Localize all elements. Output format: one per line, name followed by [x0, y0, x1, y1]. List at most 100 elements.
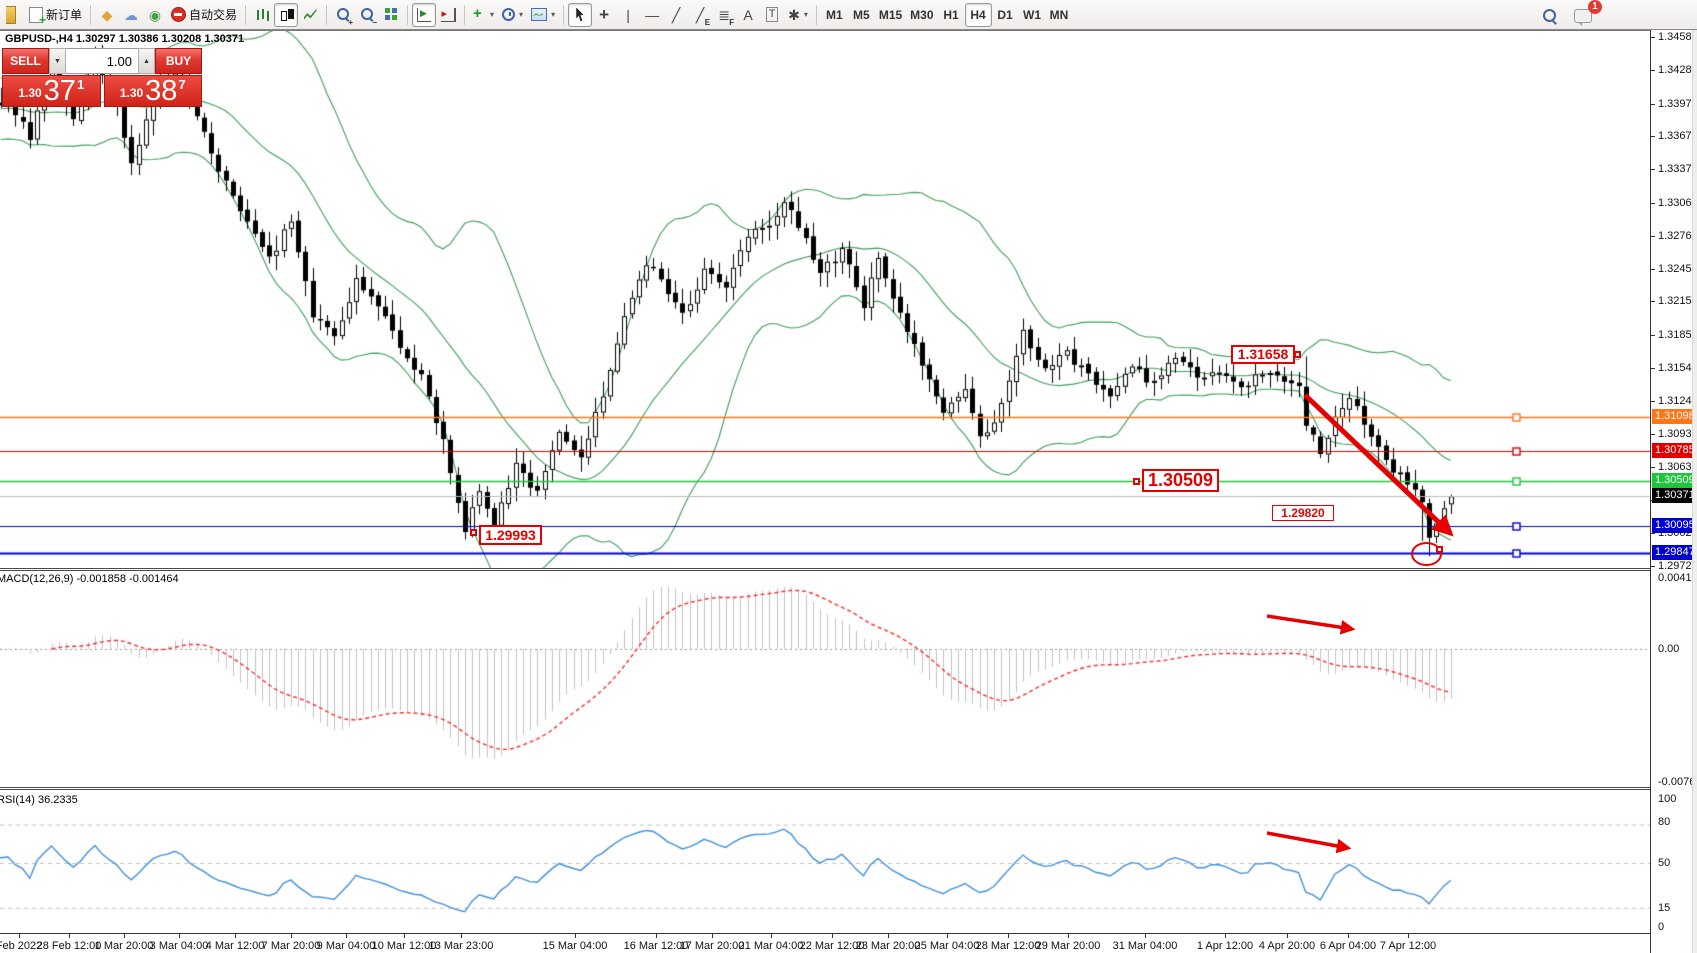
toolbar-right-cluster: 1 — [1538, 0, 1602, 28]
timeframe-h1[interactable]: H1 — [938, 3, 965, 27]
buy-price-prefix: 1.30 — [119, 86, 144, 100]
new-order-button[interactable]: 新订单 — [25, 3, 86, 27]
price-tick-mark — [1651, 400, 1655, 402]
time-axis-tick — [947, 934, 948, 938]
price-tick-label: 1.31240 — [1658, 394, 1697, 407]
price-badge: 1.30371 — [1652, 487, 1695, 503]
timeframe-mn[interactable]: MN — [1046, 3, 1073, 27]
auto-scroll-button[interactable] — [412, 2, 437, 27]
price-annotation-label-low2[interactable]: 1.29820 — [1272, 505, 1334, 521]
zoom-out-button[interactable]: − — [355, 3, 379, 27]
buy-price-panel[interactable]: 1.30 38 7 — [103, 75, 202, 107]
annotation-anchor-handle[interactable] — [470, 529, 477, 536]
breakout-circle-annotation[interactable] — [1411, 542, 1442, 566]
text-label-button[interactable]: T — [760, 3, 784, 27]
sell-button[interactable]: SELL — [2, 48, 49, 74]
chevron-down-icon: ▾ — [803, 10, 808, 19]
search-icon — [1543, 8, 1557, 24]
data-window-button[interactable]: ☁ — [119, 3, 143, 27]
price-axis[interactable]: 1.34585 1.34280 1.33975 1.33675 1.33370 1.330… — [1650, 30, 1697, 953]
clipped-left-icon[interactable] — [1, 3, 25, 27]
price-annotation-label-support[interactable]: 1.30509 — [1142, 469, 1219, 492]
arrows-button[interactable]: ✱ ▾ — [784, 3, 812, 27]
timeframe-m15[interactable]: M15 — [875, 3, 906, 27]
candlestick-chart-button[interactable] — [274, 2, 299, 27]
fibonacci-button[interactable]: ≣ F — [712, 3, 736, 27]
timeframe-h4[interactable]: H4 — [964, 2, 992, 27]
sep-1 — [90, 4, 92, 25]
time-axis-label: 7 Mar 20:00 — [261, 940, 321, 952]
time-axis-tick — [461, 934, 462, 938]
navigator-button[interactable]: ◉ — [143, 3, 167, 27]
chart-shift-button[interactable] — [436, 3, 460, 27]
timeframe-m5[interactable]: M5 — [848, 3, 875, 27]
price-tick-mark — [1651, 566, 1655, 568]
price-tick-label: 1.34585 — [1658, 31, 1697, 44]
price-tick-mark — [1651, 202, 1655, 204]
annotation-anchor-handle[interactable] — [1436, 546, 1443, 553]
rsi-axis-label: 15 — [1658, 902, 1671, 914]
tile-icon — [384, 8, 398, 21]
time-axis-tick — [291, 934, 292, 938]
periods-button[interactable]: ▾ — [498, 3, 527, 27]
channel-button[interactable]: ╱ E — [688, 3, 712, 27]
tool-sub-label: + — [348, 17, 354, 27]
time-axis-label: 3 Mar 04:00 — [149, 940, 209, 952]
zoom-in-button[interactable]: + — [331, 3, 355, 27]
pane-splitter-macd[interactable] — [0, 568, 1650, 571]
timeframe-m30[interactable]: M30 — [906, 3, 937, 27]
price-badge: 1.30095 — [1652, 517, 1695, 533]
arrows-button-icon: ✱ — [788, 6, 800, 23]
vertical-line-button-icon: | — [626, 6, 630, 23]
volume-input[interactable] — [66, 49, 138, 73]
trade-panel-prices: 1.30 37 1 1.30 38 7 — [2, 75, 202, 107]
text-button-icon: A — [743, 6, 753, 23]
templates-button[interactable]: ▾ — [527, 3, 559, 27]
text-button[interactable]: A — [736, 3, 760, 27]
autotrading-button[interactable]: 自动交易 — [167, 3, 241, 27]
pane-splitter-rsi[interactable] — [0, 787, 1650, 790]
volume-decrease-button[interactable]: ▼ — [49, 48, 66, 74]
indicators-button[interactable]: ▾ — [469, 3, 498, 27]
buy-button[interactable]: BUY — [155, 48, 202, 74]
bar-chart-button[interactable] — [250, 3, 274, 27]
timeframe-w1[interactable]: W1 — [1019, 3, 1046, 27]
timeframe-m1[interactable]: M1 — [821, 3, 848, 27]
sell-price-panel[interactable]: 1.30 37 1 — [2, 75, 101, 107]
main-chart-canvas[interactable] — [0, 31, 1650, 569]
time-axis[interactable]: Feb 2022 28 Feb 12:00 1 Mar 20:00 3 Mar 04:… — [0, 933, 1650, 953]
macd-axis-label: 0.004144 — [1658, 572, 1697, 584]
volume-increase-button[interactable]: ▲ — [138, 48, 155, 74]
search-button[interactable] — [1538, 4, 1562, 28]
crosshair-button[interactable]: + — [592, 3, 616, 27]
time-axis-label: 23 Mar 20:00 — [855, 940, 921, 952]
price-tick-mark — [1651, 434, 1655, 436]
cursor-button[interactable] — [568, 2, 593, 27]
trade-panel-controls: SELL ▼ ▲ BUY — [2, 48, 202, 74]
price-annotation-label-high[interactable]: 1.31658 — [1231, 345, 1295, 364]
horizontal-line-button[interactable]: — — [640, 3, 664, 27]
price-annotation-label-low1[interactable]: 1.29993 — [479, 525, 542, 545]
trendline-button[interactable]: ╱ — [664, 3, 688, 27]
rsi-canvas[interactable] — [0, 790, 1650, 933]
time-axis-label: Feb 2022 — [0, 940, 43, 952]
zoom-icon — [336, 7, 350, 22]
macd-canvas[interactable] — [0, 571, 1650, 787]
line-chart-button[interactable] — [298, 3, 322, 27]
notifications-button[interactable]: 1 — [1570, 0, 1602, 28]
tile-windows-button[interactable] — [379, 3, 403, 27]
annotation-anchor-handle[interactable] — [1133, 478, 1140, 485]
annotation-anchor-handle[interactable] — [1294, 351, 1301, 358]
right-scroll-strip[interactable] — [1692, 30, 1697, 953]
vertical-line-button[interactable]: | — [616, 3, 640, 27]
time-axis-tick — [712, 934, 713, 938]
timeframe-d1[interactable]: D1 — [992, 3, 1019, 27]
clip-icon — [6, 5, 16, 24]
buy-price-big: 38 — [145, 75, 178, 107]
horizontal-line-button-icon: — — [645, 6, 660, 23]
channel-button-icon: ╱ — [695, 6, 705, 23]
market-watch-button[interactable]: ◆ — [95, 3, 119, 27]
template-icon — [531, 8, 548, 21]
macd-pane — [0, 571, 1650, 787]
price-tick-mark — [1651, 37, 1655, 39]
